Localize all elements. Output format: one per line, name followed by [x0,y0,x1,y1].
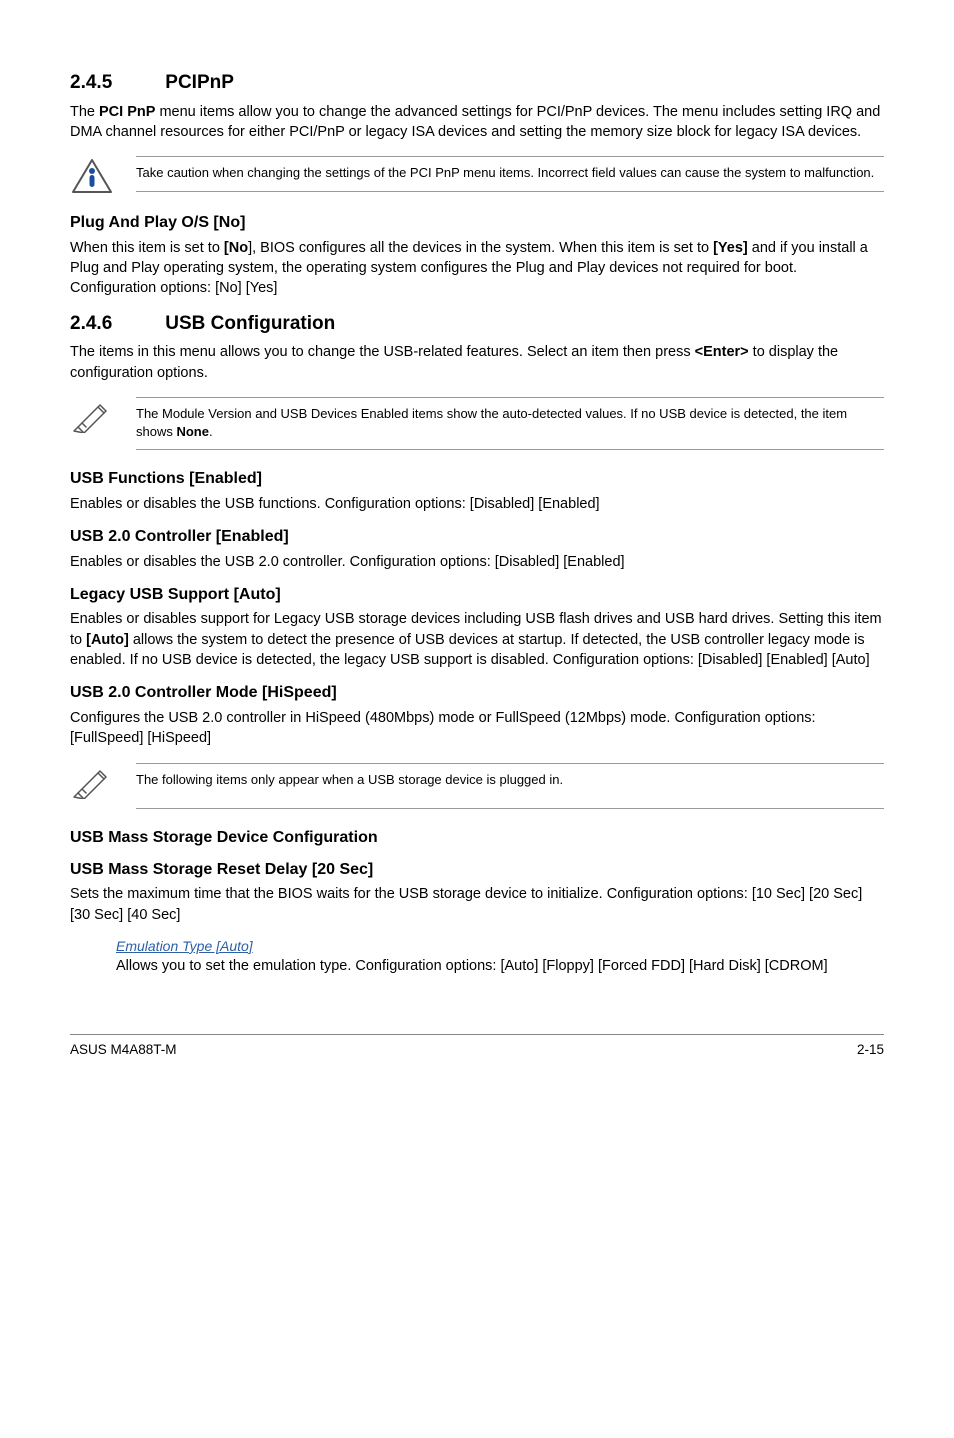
caution-callout: Take caution when changing the settings … [70,156,884,194]
subheading-usb-functions: USB Functions [Enabled] [70,468,884,490]
usb-functions-text: Enables or disables the USB functions. C… [70,494,884,514]
section-intro-245: The PCI PnP menu items allow you to chan… [70,102,884,143]
page-footer: ASUS M4A88T-M 2-15 [70,1034,884,1059]
emulation-block: Emulation Type [Auto] Allows you to set … [116,937,884,976]
text: The [70,104,99,120]
subheading-legacy-usb: Legacy USB Support [Auto] [70,584,884,606]
text: ], BIOS configures all the devices in th… [248,240,713,256]
bold-text: [Yes] [713,240,748,256]
footer-right: 2-15 [857,1041,884,1059]
subheading-plug: Plug And Play O/S [No] [70,212,884,234]
controller-mode-text: Configures the USB 2.0 controller in HiS… [70,708,884,749]
legacy-usb-text: Enables or disables support for Legacy U… [70,609,884,670]
bold-text: [Auto] [86,632,129,648]
text: allows the system to detect the presence… [70,632,870,668]
section-heading-245: 2.4.5 PCIPnP [70,70,884,96]
section-number: 2.4.6 [70,311,160,337]
mass-reset-text: Sets the maximum time that the BIOS wait… [70,884,884,925]
pencil-icon [70,397,114,433]
emulation-type-link[interactable]: Emulation Type [Auto] [116,938,253,954]
section-heading-246: 2.4.6 USB Configuration [70,311,884,337]
note-text: The Module Version and USB Devices Enabl… [136,397,884,450]
bold-text: PCI PnP [99,104,155,120]
section-number: 2.4.5 [70,70,160,96]
note-callout-1: The Module Version and USB Devices Enabl… [70,397,884,450]
subheading-usb-controller: USB 2.0 Controller [Enabled] [70,526,884,548]
caution-text: Take caution when changing the settings … [136,156,884,192]
bold-text: <Enter> [695,344,749,360]
emulation-text: Allows you to set the emulation type. Co… [116,956,884,976]
note-callout-2: The following items only appear when a U… [70,763,884,810]
footer-left: ASUS M4A88T-M [70,1041,177,1059]
bold-text: None [176,424,209,439]
text: . [209,424,213,439]
note-text: The following items only appear when a U… [136,763,884,810]
text: menu items allow you to change the advan… [70,104,880,140]
usb-controller-text: Enables or disables the USB 2.0 controll… [70,552,884,572]
text: The Module Version and USB Devices Enabl… [136,406,847,439]
section-title: USB Configuration [165,313,335,334]
section-intro-246: The items in this menu allows you to cha… [70,342,884,383]
pencil-icon [70,763,114,799]
text: The items in this menu allows you to cha… [70,344,695,360]
text: When this item is set to [70,240,224,256]
subheading-mass-reset: USB Mass Storage Reset Delay [20 Sec] [70,859,884,881]
section-title: PCIPnP [165,72,234,93]
bold-text: [No [224,240,248,256]
subheading-controller-mode: USB 2.0 Controller Mode [HiSpeed] [70,682,884,704]
plug-text: When this item is set to [No], BIOS conf… [70,238,884,299]
caution-icon [70,156,114,194]
subheading-mass-config: USB Mass Storage Device Configuration [70,827,884,849]
